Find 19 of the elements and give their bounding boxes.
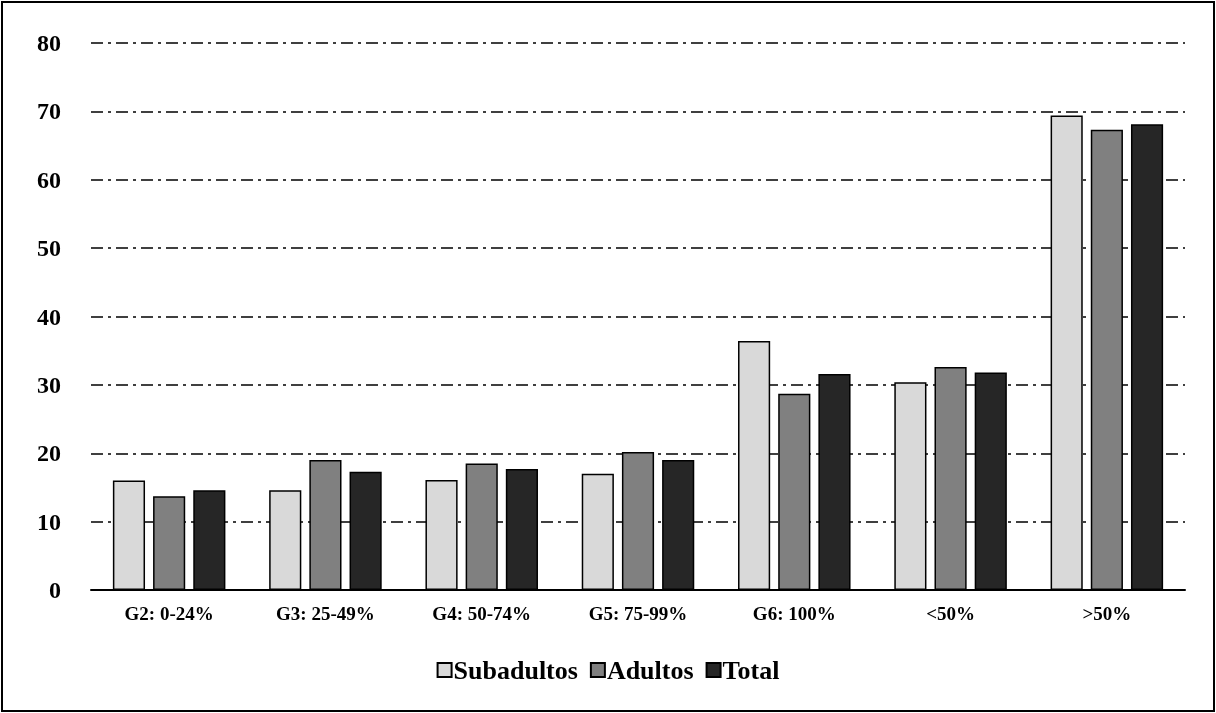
legend-label: Subadultos: [453, 655, 578, 685]
y-tick-label: 20: [37, 440, 61, 467]
y-tick-label: 30: [37, 371, 61, 398]
x-tick-label: <50%: [926, 603, 975, 624]
x-tick-label: G2: 0-24%: [124, 603, 214, 624]
y-tick-label: 10: [37, 508, 61, 535]
y-tick-label: 60: [37, 166, 61, 193]
y-tick-label: 40: [37, 303, 61, 330]
legend-label: Total: [722, 655, 780, 685]
x-tick-label: >50%: [1082, 603, 1132, 624]
y-tick-label: 80: [37, 30, 61, 56]
x-tick-label: G6: 100%: [752, 603, 836, 624]
legend-label: Adultos: [606, 655, 694, 685]
y-tick-label: 50: [37, 235, 61, 262]
x-tick-label: G4: 50-74%: [432, 603, 532, 624]
x-tick-label: G5: 75-99%: [588, 603, 688, 624]
x-tick-label: G3: 25-49%: [276, 603, 375, 624]
y-tick-label: 70: [37, 98, 61, 125]
y-tick-label: 0: [49, 577, 61, 603]
